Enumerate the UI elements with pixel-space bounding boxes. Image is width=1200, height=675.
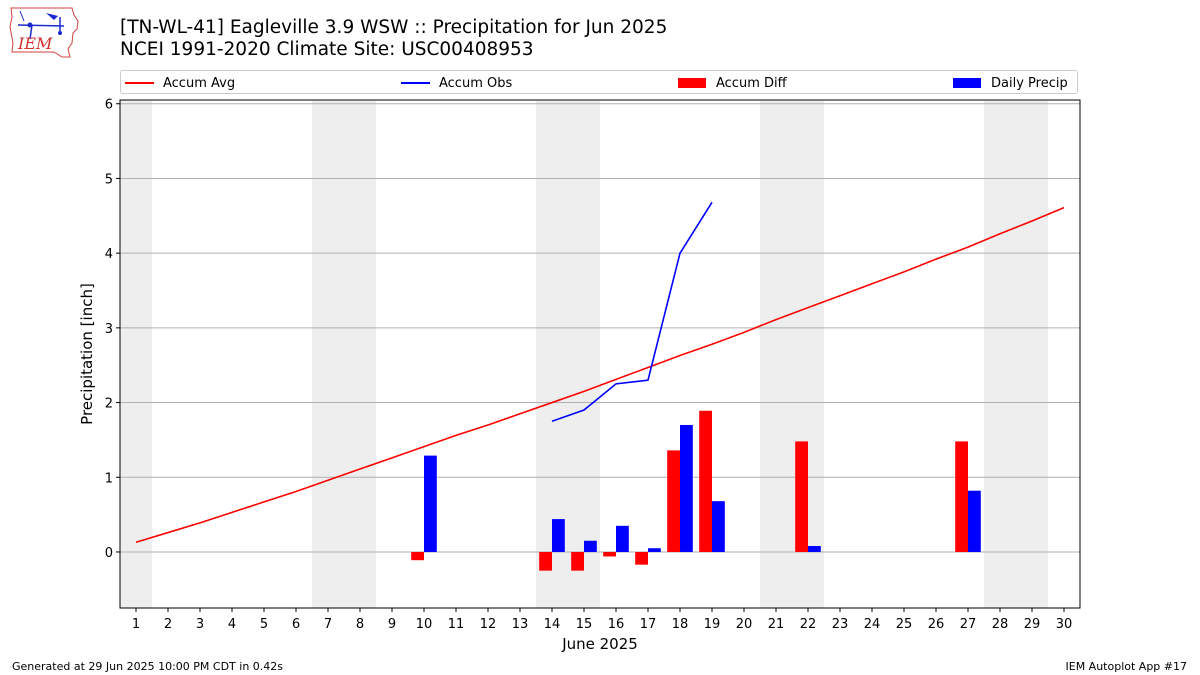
x-tick-label: 24 bbox=[864, 617, 881, 632]
chart-title: [TN-WL-41] Eagleville 3.9 WSW :: Precipi… bbox=[120, 17, 667, 61]
y-tick-label: 6 bbox=[105, 98, 113, 113]
title-line-1: [TN-WL-41] Eagleville 3.9 WSW :: Precipi… bbox=[120, 17, 668, 38]
x-tick-label: 19 bbox=[704, 617, 721, 632]
x-tick-label: 8 bbox=[356, 617, 364, 632]
title-line-2: NCEI 1991-2020 Climate Site: USC00408953 bbox=[120, 39, 534, 60]
x-tick-label: 9 bbox=[388, 617, 396, 632]
legend-swatch-accum-diff bbox=[678, 78, 706, 88]
weekend-band bbox=[312, 100, 376, 608]
x-tick-label: 15 bbox=[576, 617, 593, 632]
x-tick-label: 2 bbox=[164, 617, 172, 632]
y-tick-label: 3 bbox=[105, 322, 113, 337]
logo-text: IEM bbox=[17, 34, 53, 53]
daily-precip-bar bbox=[616, 525, 629, 552]
x-tick-label: 20 bbox=[736, 617, 753, 632]
x-tick-label: 13 bbox=[512, 617, 529, 632]
legend-label-daily-precip: Daily Precip bbox=[991, 75, 1068, 91]
iem-logo: IEM bbox=[8, 5, 80, 63]
daily-precip-bar bbox=[424, 455, 437, 552]
accum-diff-bar bbox=[955, 441, 968, 552]
accum-avg-line bbox=[135, 206, 1065, 544]
legend-item-daily-precip: Daily Precip bbox=[953, 73, 1068, 93]
x-tick-label: 30 bbox=[1056, 617, 1073, 632]
series-lines bbox=[135, 201, 1065, 544]
y-tick-label: 0 bbox=[105, 546, 113, 561]
x-tick-label: 29 bbox=[1024, 617, 1041, 632]
x-tick-label: 5 bbox=[260, 617, 268, 632]
x-tick-label: 18 bbox=[672, 617, 689, 632]
x-tick-label: 4 bbox=[228, 617, 236, 632]
accum-diff-bar bbox=[603, 551, 616, 557]
y-tick-label: 5 bbox=[105, 172, 113, 187]
accum-diff-bar bbox=[635, 551, 648, 565]
weekend-band bbox=[120, 100, 152, 608]
x-tick-label: 28 bbox=[992, 617, 1009, 632]
x-tick-label: 22 bbox=[800, 617, 817, 632]
legend-item-accum-avg: Accum Avg bbox=[125, 73, 235, 93]
weekend-band bbox=[536, 100, 600, 608]
daily-precip-bar bbox=[680, 424, 693, 552]
x-tick-label: 11 bbox=[448, 617, 465, 632]
daily-precip-bar bbox=[808, 545, 821, 552]
y-tick-label: 2 bbox=[105, 397, 113, 412]
legend-label-accum-avg: Accum Avg bbox=[163, 75, 236, 91]
weekend-band bbox=[760, 100, 824, 608]
legend-swatch-accum-obs bbox=[401, 82, 430, 84]
x-tick-label: 3 bbox=[196, 617, 204, 632]
bars bbox=[411, 410, 981, 571]
daily-precip-bar bbox=[712, 501, 725, 552]
x-tick-label: 6 bbox=[292, 617, 300, 632]
legend-item-accum-diff: Accum Diff bbox=[678, 73, 787, 93]
accum-diff-bar bbox=[795, 441, 808, 552]
x-tick-label: 23 bbox=[832, 617, 849, 632]
x-axis-label: June 2025 bbox=[561, 635, 638, 653]
accum-diff-bar bbox=[699, 410, 712, 552]
accum-obs-line bbox=[551, 201, 713, 422]
footer-generated: Generated at 29 Jun 2025 10:00 PM CDT in… bbox=[12, 660, 284, 673]
footer-app: IEM Autoplot App #17 bbox=[1065, 660, 1188, 673]
y-tick-label: 1 bbox=[105, 471, 113, 486]
legend-swatch-accum-avg bbox=[125, 82, 154, 84]
daily-precip-bar bbox=[584, 540, 597, 552]
weekend-bands bbox=[120, 100, 1048, 608]
x-tick-label: 12 bbox=[480, 617, 497, 632]
x-tick-label: 14 bbox=[544, 617, 561, 632]
legend-item-accum-obs: Accum Obs bbox=[401, 73, 512, 93]
legend-label-accum-diff: Accum Diff bbox=[716, 75, 787, 91]
y-axis-label: Precipitation [inch] bbox=[78, 283, 96, 425]
accum-diff-bar bbox=[411, 551, 424, 561]
x-tick-label: 1 bbox=[132, 617, 140, 632]
x-tick-label: 21 bbox=[768, 617, 785, 632]
y-tick-label: 4 bbox=[105, 247, 113, 262]
legend-swatch-daily-precip bbox=[953, 78, 981, 88]
x-tick-label: 26 bbox=[928, 617, 945, 632]
x-tick-label: 17 bbox=[640, 617, 657, 632]
x-tick-label: 16 bbox=[608, 617, 625, 632]
x-tick-label: 7 bbox=[324, 617, 332, 632]
legend: Accum Avg Accum Obs Accum Diff Daily Pre… bbox=[120, 70, 1078, 94]
daily-precip-bar bbox=[648, 548, 661, 552]
x-tick-label: 27 bbox=[960, 617, 977, 632]
x-tick-label: 10 bbox=[416, 617, 433, 632]
plot-frame bbox=[119, 99, 1081, 609]
x-tick-label: 25 bbox=[896, 617, 913, 632]
accum-diff-bar bbox=[571, 551, 584, 571]
x-axis-ticks: 1 2 3 4 5 6 7 8 9 10 11 12 13 14 15 16 17 18 19 20 21 22 23 24 2… bbox=[132, 608, 1072, 632]
daily-precip-bar bbox=[552, 519, 565, 552]
daily-precip-bar bbox=[968, 490, 981, 552]
accum-diff-bar bbox=[667, 450, 680, 552]
legend-label-accum-obs: Accum Obs bbox=[439, 75, 513, 91]
weekend-band bbox=[984, 100, 1048, 608]
grid-lines bbox=[120, 103, 1080, 553]
accum-diff-bar bbox=[539, 551, 552, 571]
y-axis-ticks: 0 1 2 3 4 5 6 bbox=[105, 98, 120, 561]
